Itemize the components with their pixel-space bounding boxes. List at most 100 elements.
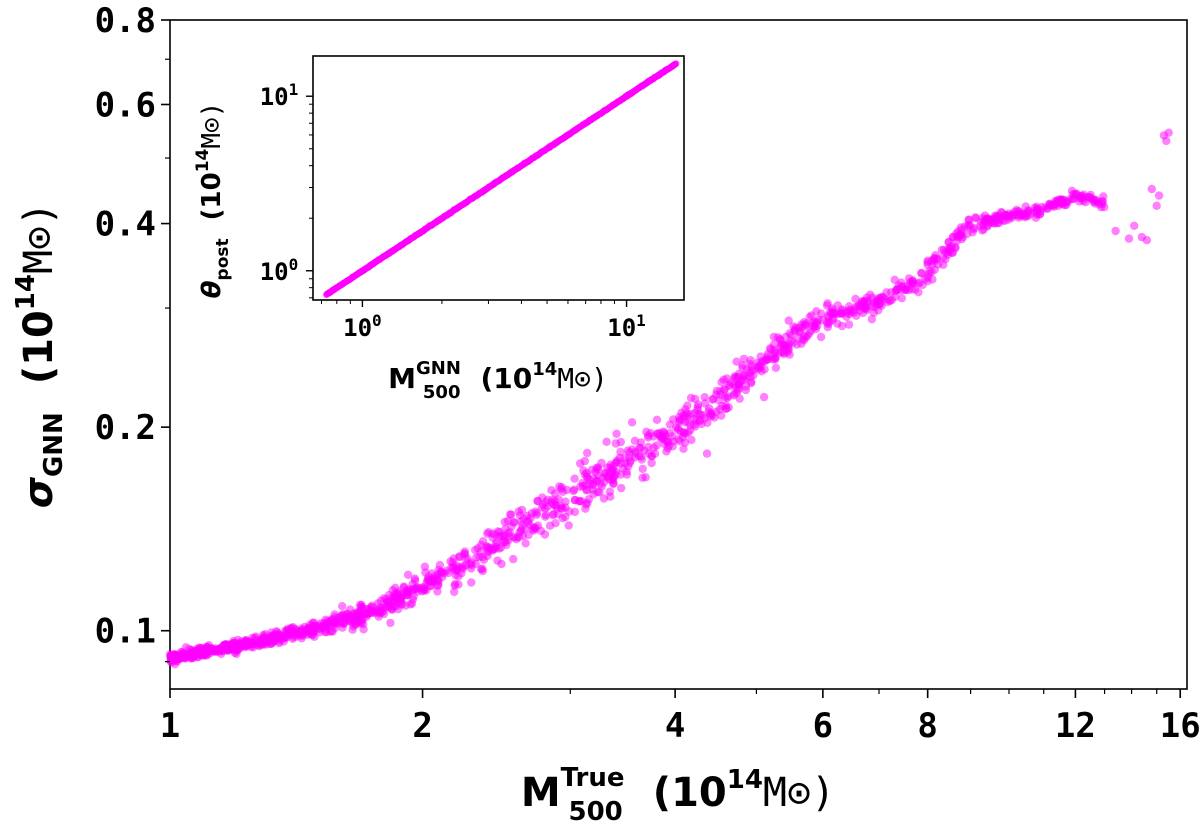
data-point xyxy=(549,500,558,509)
data-point xyxy=(741,385,751,395)
data-point xyxy=(259,632,268,641)
main-x-label-subscript: 500 xyxy=(569,797,623,825)
data-point xyxy=(391,583,400,592)
data-point xyxy=(288,623,298,632)
data-point xyxy=(812,307,821,316)
main-y-label-unit-exponent: 14 xyxy=(11,274,41,310)
data-point xyxy=(679,429,689,438)
inset-scatter-points xyxy=(323,60,680,299)
data-point xyxy=(330,612,340,622)
data-point xyxy=(627,418,637,427)
y-tick-label: 0.4 xyxy=(95,205,156,245)
data-point xyxy=(647,458,656,468)
data-point xyxy=(190,650,199,659)
data-point xyxy=(521,539,530,548)
data-point xyxy=(229,636,238,646)
data-point xyxy=(722,404,731,413)
data-point xyxy=(338,623,347,632)
data-point xyxy=(616,447,625,457)
data-point xyxy=(801,320,810,329)
data-point xyxy=(907,285,916,294)
inset-y-tick-label: 100 xyxy=(260,255,299,286)
main-y-label-subscript: GNN xyxy=(39,412,69,477)
data-point xyxy=(914,279,923,288)
data-point xyxy=(1098,199,1107,209)
data-point xyxy=(569,485,579,494)
main-y-label-symbol: σ xyxy=(16,476,62,508)
data-point xyxy=(601,469,610,478)
data-point xyxy=(421,568,430,577)
inset-y-tick-label: 101 xyxy=(260,80,299,111)
data-point xyxy=(503,516,513,526)
data-point xyxy=(791,323,800,333)
data-point xyxy=(435,560,445,570)
data-point xyxy=(281,630,290,640)
data-point xyxy=(877,301,886,310)
data-point xyxy=(665,420,675,429)
x-tick-label: 1 xyxy=(160,706,180,746)
data-point xyxy=(859,297,869,306)
inset-x-label-unit-open: (10 xyxy=(480,362,532,395)
data-point xyxy=(766,345,776,354)
data-point xyxy=(426,581,436,590)
data-point xyxy=(983,220,992,230)
x-tick-label: 12 xyxy=(1055,706,1096,746)
data-point xyxy=(545,521,555,530)
data-point xyxy=(682,413,692,422)
data-point xyxy=(669,437,678,446)
data-point xyxy=(402,587,412,597)
data-point xyxy=(798,335,808,344)
data-point xyxy=(564,521,573,530)
data-point xyxy=(642,427,651,436)
data-point xyxy=(712,407,721,416)
data-point xyxy=(932,254,942,263)
data-point xyxy=(708,395,717,404)
main-y-label-unit-open: (10 xyxy=(16,310,62,384)
data-point xyxy=(914,288,923,297)
data-point xyxy=(541,510,550,520)
data-point xyxy=(557,503,566,513)
data-point xyxy=(849,308,859,317)
inset-x-tick-label: 101 xyxy=(607,311,646,342)
data-point xyxy=(746,367,755,376)
main-x-label-unit-exponent: 14 xyxy=(727,765,763,795)
data-point xyxy=(655,428,665,438)
data-point xyxy=(892,285,901,294)
data-point xyxy=(177,648,187,657)
data-point xyxy=(484,546,493,555)
data-point xyxy=(1152,201,1161,210)
data-point xyxy=(663,444,673,453)
data-point xyxy=(357,602,367,611)
data-point xyxy=(712,386,721,396)
main-plot-frame xyxy=(169,19,1188,690)
data-point xyxy=(593,471,603,480)
data-point xyxy=(784,316,793,325)
inset-y-label-symbol: θ xyxy=(197,280,227,298)
inset-x-label-unit-close: M⊙) xyxy=(557,362,608,395)
data-point xyxy=(771,363,781,372)
data-point xyxy=(297,627,306,636)
data-point xyxy=(478,564,487,573)
x-tick-label: 16 xyxy=(1160,706,1200,746)
data-point xyxy=(760,357,769,366)
data-point xyxy=(467,578,476,587)
data-point xyxy=(547,486,556,495)
data-point xyxy=(700,399,710,408)
data-point xyxy=(570,474,579,483)
data-point xyxy=(679,444,688,453)
data-point xyxy=(612,429,621,438)
data-point xyxy=(495,527,504,537)
data-point xyxy=(652,441,661,450)
data-point xyxy=(386,618,395,628)
data-point xyxy=(326,619,335,628)
data-point xyxy=(226,644,235,653)
inset-y-label-unit-close: M⊙) xyxy=(197,102,227,149)
data-point xyxy=(338,602,347,611)
data-point xyxy=(357,618,366,627)
data-point xyxy=(1077,191,1087,201)
data-point xyxy=(583,448,592,458)
inset-axis-ticks: 100 101 100 101 xyxy=(260,80,646,342)
data-point xyxy=(446,557,455,566)
data-point xyxy=(377,603,386,612)
